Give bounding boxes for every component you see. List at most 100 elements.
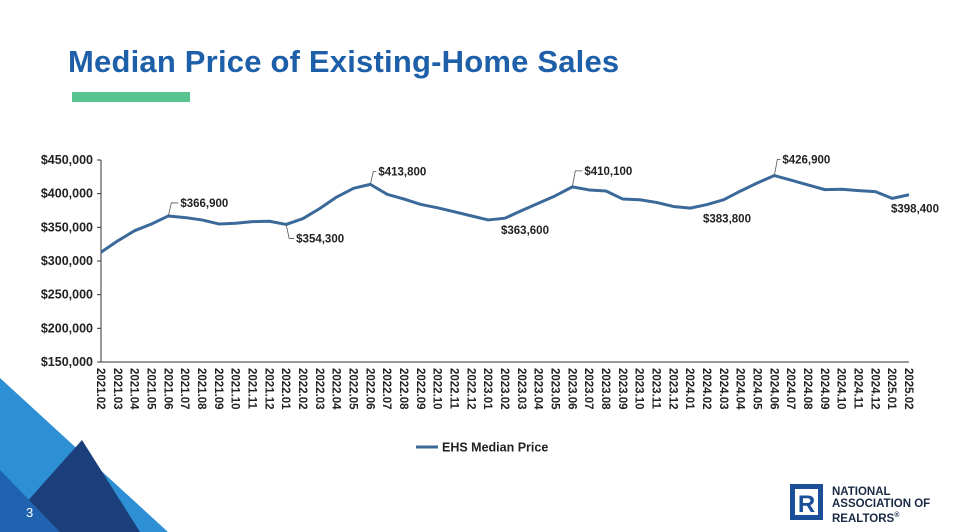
- x-tick-label: 2021.09: [212, 368, 224, 410]
- x-tick-label: 2023.01: [481, 368, 493, 410]
- series-line: [100, 174, 910, 254]
- x-tick-label: 2023.06: [565, 368, 577, 410]
- data-label: $413,800: [378, 166, 426, 178]
- data-label-leader: [369, 170, 377, 185]
- data-label-leader: [285, 224, 295, 239]
- slide-title: Median Price of Existing-Home Sales: [68, 44, 620, 79]
- logo-realtors-text: REALTORS: [832, 512, 895, 525]
- title-accent-bar: [72, 92, 190, 102]
- x-tick-label: 2023.10: [633, 368, 645, 410]
- x-tick-label: 2021.05: [145, 368, 157, 410]
- data-label: $363,600: [501, 225, 549, 237]
- data-point: [521, 209, 523, 211]
- x-tick-label: 2022.06: [363, 368, 375, 410]
- x-tick-label: 2022.10: [431, 368, 443, 410]
- data-point: [268, 220, 270, 222]
- data-point: [403, 198, 405, 200]
- x-tick-label: 2023.11: [650, 368, 662, 410]
- data-label: $398,400: [891, 204, 939, 216]
- x-tick-label: 2024.03: [717, 368, 729, 410]
- x-tick-label: 2021.06: [161, 368, 173, 410]
- x-tick-label: 2022.03: [313, 368, 325, 410]
- y-tick-label: $300,000: [41, 254, 93, 268]
- data-point: [150, 223, 152, 225]
- data-point: [655, 201, 657, 203]
- data-point: [891, 197, 893, 199]
- x-tick-label: 2023.08: [599, 368, 611, 410]
- data-point: [554, 194, 556, 196]
- x-tick-label: 2021.12: [262, 368, 274, 410]
- x-tick-label: 2023.09: [616, 368, 628, 410]
- x-tick-label: 2023.02: [498, 368, 510, 410]
- svg-text:R: R: [798, 491, 815, 518]
- data-label: $383,800: [703, 214, 751, 226]
- data-point: [470, 215, 472, 217]
- y-tick-label: $150,000: [41, 355, 93, 369]
- data-point: [706, 203, 708, 205]
- x-axis: 2021.02 2021.03 2021.04 2021.05 2021.06 2021.…: [94, 361, 914, 410]
- data-point: [807, 184, 809, 186]
- y-tick-label: $250,000: [41, 288, 93, 302]
- x-tick-label: 2021.10: [229, 368, 241, 410]
- data-point: [100, 251, 102, 253]
- x-tick-label: 2021.02: [94, 368, 106, 410]
- x-tick-label: 2025.02: [902, 368, 914, 410]
- data-point: [874, 190, 876, 192]
- x-tick-label: 2024.01: [683, 368, 695, 410]
- x-tick-label: 2024.10: [835, 368, 847, 410]
- data-labels: $366,900 $354,300 $413,800 $363,600 $410,100…: [167, 155, 939, 245]
- x-tick-label: 2024.02: [700, 368, 712, 410]
- x-tick-label: 2024.06: [767, 368, 779, 410]
- data-label: $426,900: [782, 155, 830, 167]
- data-point: [386, 193, 388, 195]
- data-point: [319, 207, 321, 209]
- x-tick-label: 2022.09: [414, 368, 426, 410]
- data-point: [790, 179, 792, 181]
- x-tick-label: 2023.07: [582, 368, 594, 410]
- data-point: [605, 190, 607, 192]
- data-point: [908, 194, 910, 196]
- data-point: [840, 188, 842, 190]
- x-tick-label: 2024.07: [784, 368, 796, 410]
- x-tick-label: 2022.08: [397, 368, 409, 410]
- data-point: [622, 198, 624, 200]
- nar-logo: R: [790, 484, 823, 520]
- plot-area: [100, 174, 910, 254]
- data-point: [352, 187, 354, 189]
- x-tick-label: 2022.12: [464, 368, 476, 410]
- data-point: [184, 216, 186, 218]
- data-point: [857, 189, 859, 191]
- data-point: [251, 220, 253, 222]
- y-tick-label: $200,000: [41, 321, 93, 335]
- logo-line-3: REALTORS®: [832, 510, 930, 525]
- x-tick-label: 2022.01: [279, 368, 291, 410]
- data-point: [756, 182, 758, 184]
- data-label-leader: [571, 170, 583, 187]
- x-tick-label: 2021.03: [111, 368, 123, 410]
- data-point: [436, 207, 438, 209]
- data-point: [453, 211, 455, 213]
- x-tick-label: 2023.12: [666, 368, 678, 410]
- x-tick-label: 2024.05: [751, 368, 763, 410]
- x-tick-label: 2024.09: [818, 368, 830, 410]
- data-point: [420, 203, 422, 205]
- data-point: [504, 217, 506, 219]
- x-tick-label: 2022.07: [380, 368, 392, 410]
- logo-wordmark: NATIONAL ASSOCIATION OF REALTORS®: [832, 486, 930, 525]
- x-tick-label: 2022.11: [448, 368, 460, 410]
- data-point: [335, 196, 337, 198]
- x-tick-label: 2022.04: [330, 368, 342, 410]
- data-label-leader: [773, 159, 781, 176]
- x-tick-label: 2025.01: [885, 368, 897, 410]
- data-point: [218, 223, 220, 225]
- logo-line-1: NATIONAL: [832, 486, 891, 498]
- x-tick-label: 2024.04: [734, 368, 746, 410]
- data-point: [537, 202, 539, 204]
- data-point: [723, 199, 725, 201]
- data-point: [638, 199, 640, 201]
- x-tick-label: 2021.11: [246, 368, 258, 410]
- data-point: [117, 240, 119, 242]
- logo-line-2: ASSOCIATION OF: [832, 498, 931, 510]
- x-tick-label: 2023.04: [532, 368, 544, 410]
- y-tick-label: $400,000: [41, 187, 93, 201]
